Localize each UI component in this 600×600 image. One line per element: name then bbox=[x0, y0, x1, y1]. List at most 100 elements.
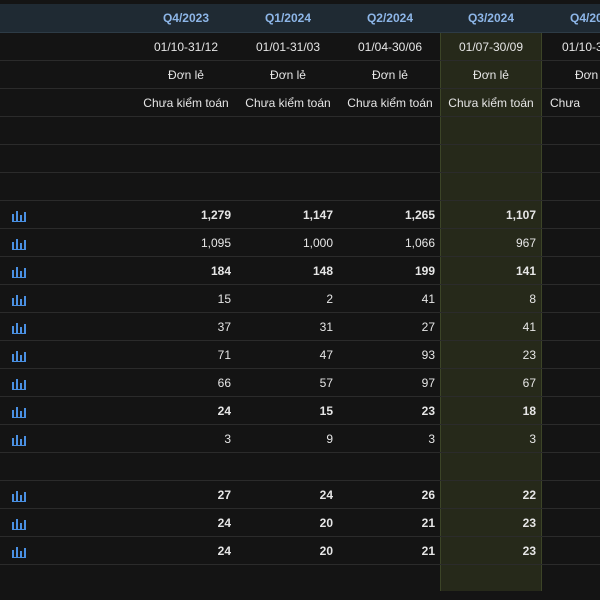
table-row: 3 9 3 3 bbox=[0, 425, 600, 453]
column-header-q2-2024[interactable]: Q2/2024 bbox=[366, 11, 414, 25]
bar-chart-icon[interactable] bbox=[12, 545, 26, 558]
value-cell bbox=[542, 509, 600, 536]
value-cell: 1,066 bbox=[404, 235, 435, 250]
audit-status-row: Chưa kiểm toán Chưa kiểm toán Chưa kiểm … bbox=[0, 89, 600, 117]
value-cell: 23 bbox=[522, 347, 536, 362]
bar-chart-icon[interactable] bbox=[12, 209, 26, 222]
column-header-q1-2024[interactable]: Q1/2024 bbox=[264, 11, 312, 25]
value-cell: 141 bbox=[515, 263, 536, 278]
value-cell: 20 bbox=[319, 515, 333, 530]
value-cell: 26 bbox=[421, 487, 435, 502]
table-row: 1,279 1,147 1,265 1,107 bbox=[0, 201, 600, 229]
value-cell: 71 bbox=[217, 347, 231, 362]
table-row: 24 20 21 23 bbox=[0, 537, 600, 565]
table-row: 24 15 23 18 bbox=[0, 397, 600, 425]
column-header-q3-2024[interactable]: Q3/2024 bbox=[467, 11, 515, 25]
empty-row bbox=[0, 145, 600, 173]
value-cell: 23 bbox=[421, 403, 435, 418]
report-type-row: Đơn lẻ Đơn lẻ Đơn lẻ Đơn lẻ Đơn bbox=[0, 61, 600, 89]
bar-chart-icon[interactable] bbox=[12, 377, 26, 390]
value-cell: 41 bbox=[522, 319, 536, 334]
value-cell: 199 bbox=[414, 263, 435, 278]
value-cell: 27 bbox=[421, 319, 435, 334]
value-cell: 22 bbox=[522, 487, 536, 502]
period-cell: 01/04-30/06 bbox=[357, 39, 423, 54]
value-cell: 184 bbox=[210, 263, 231, 278]
bar-chart-icon[interactable] bbox=[12, 433, 26, 446]
value-cell: 3 bbox=[428, 431, 435, 446]
audit-status-cell: Chưa kiểm toán bbox=[143, 95, 229, 110]
value-cell bbox=[542, 369, 600, 396]
table-row: 37 31 27 41 bbox=[0, 313, 600, 341]
value-cell: 8 bbox=[529, 291, 536, 306]
value-cell: 24 bbox=[217, 543, 231, 558]
report-type-cell: Đơn lẻ bbox=[270, 67, 306, 82]
bar-chart-icon[interactable] bbox=[12, 349, 26, 362]
value-cell: 37 bbox=[217, 319, 231, 334]
bar-chart-icon[interactable] bbox=[12, 405, 26, 418]
value-cell: 20 bbox=[319, 543, 333, 558]
value-cell bbox=[237, 453, 339, 480]
audit-status-cell: Chưa kiểm toán bbox=[347, 95, 433, 110]
value-cell: 24 bbox=[217, 403, 231, 418]
value-cell: 93 bbox=[421, 347, 435, 362]
bar-chart-icon[interactable] bbox=[12, 293, 26, 306]
report-type-cell: Đơn bbox=[575, 67, 599, 82]
bar-chart-icon[interactable] bbox=[12, 517, 26, 530]
value-cell: 31 bbox=[319, 319, 333, 334]
value-cell: 41 bbox=[421, 291, 435, 306]
bar-chart-icon[interactable] bbox=[12, 265, 26, 278]
value-cell bbox=[542, 313, 600, 340]
table-row: 184 148 199 141 bbox=[0, 257, 600, 285]
table-row: 24 20 21 23 bbox=[0, 509, 600, 537]
value-cell bbox=[542, 537, 600, 564]
period-row: 01/10-31/12 01/01-31/03 01/04-30/06 01/0… bbox=[0, 33, 600, 61]
value-cell: 148 bbox=[312, 263, 333, 278]
table-row: 15 2 41 8 bbox=[0, 285, 600, 313]
value-cell: 1,147 bbox=[302, 207, 333, 222]
value-cell: 97 bbox=[421, 375, 435, 390]
value-cell bbox=[542, 397, 600, 424]
empty-row bbox=[0, 173, 600, 201]
value-cell bbox=[135, 453, 237, 480]
value-cell: 24 bbox=[319, 487, 333, 502]
value-cell bbox=[542, 201, 600, 228]
value-cell: 24 bbox=[217, 515, 231, 530]
column-header-q4-2024[interactable]: Q4/20 bbox=[570, 11, 600, 25]
period-cell: 01/01-31/03 bbox=[255, 39, 321, 54]
value-cell: 18 bbox=[522, 403, 536, 418]
table-row: 66 57 97 67 bbox=[0, 369, 600, 397]
value-cell bbox=[542, 453, 600, 480]
value-cell bbox=[542, 481, 600, 508]
value-cell bbox=[542, 425, 600, 452]
report-type-cell: Đơn lẻ bbox=[168, 67, 204, 82]
table-row: 1,095 1,000 1,066 967 bbox=[0, 229, 600, 257]
value-cell: 9 bbox=[326, 431, 333, 446]
value-cell bbox=[440, 453, 542, 480]
value-cell bbox=[542, 229, 600, 256]
bar-chart-icon[interactable] bbox=[12, 489, 26, 502]
value-cell: 21 bbox=[421, 543, 435, 558]
value-cell: 27 bbox=[217, 487, 231, 502]
table-row: 71 47 93 23 bbox=[0, 341, 600, 369]
value-cell bbox=[542, 257, 600, 284]
value-cell: 66 bbox=[217, 375, 231, 390]
column-header-q4-2023[interactable]: Q4/2023 bbox=[162, 11, 210, 25]
report-type-cell: Đơn lẻ bbox=[372, 67, 408, 82]
empty-row bbox=[0, 117, 600, 145]
period-cell: 01/07-30/09 bbox=[458, 39, 524, 54]
value-cell: 1,095 bbox=[200, 235, 231, 250]
bar-chart-icon[interactable] bbox=[12, 237, 26, 250]
value-cell bbox=[339, 453, 441, 480]
bar-chart-icon[interactable] bbox=[12, 321, 26, 334]
audit-status-cell: Chưa kiểm toán bbox=[245, 95, 331, 110]
value-cell: 967 bbox=[515, 235, 536, 250]
empty-row bbox=[0, 453, 600, 481]
audit-status-cell: Chưa bbox=[550, 95, 581, 110]
table-row: 27 24 26 22 bbox=[0, 481, 600, 509]
value-cell: 3 bbox=[224, 431, 231, 446]
period-cell: 01/10-3 bbox=[562, 39, 600, 54]
value-cell: 23 bbox=[522, 515, 536, 530]
period-cell: 01/10-31/12 bbox=[153, 39, 219, 54]
value-cell: 15 bbox=[217, 291, 231, 306]
